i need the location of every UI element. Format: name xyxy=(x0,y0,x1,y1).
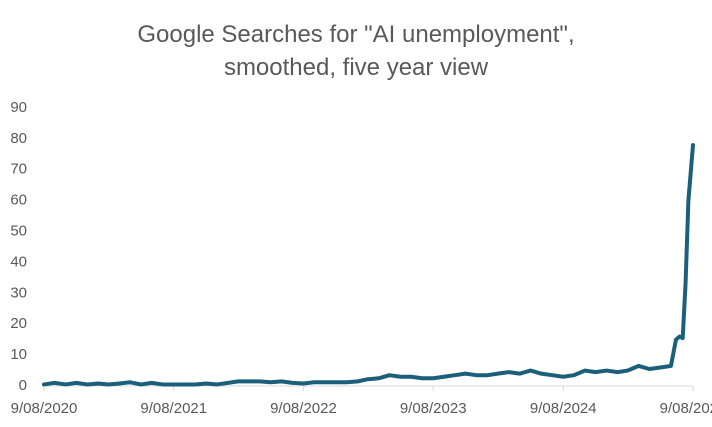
y-tick-label: 30 xyxy=(10,284,27,301)
y-tick-label: 60 xyxy=(10,192,27,209)
y-tick-label: 70 xyxy=(10,161,27,178)
y-tick-label: 80 xyxy=(10,130,27,147)
x-tick-label: 9/08/2023 xyxy=(400,400,467,417)
chart-title: Google Searches for "AI unemployment", s… xyxy=(137,21,575,81)
y-tick-label: 50 xyxy=(10,223,27,240)
x-tick-label: 9/08/2021 xyxy=(140,400,207,417)
y-tick-label: 10 xyxy=(10,346,27,363)
data-line xyxy=(42,143,695,387)
y-tick-label: 0 xyxy=(19,377,27,394)
x-tick-label: 9/08/2024 xyxy=(530,400,597,417)
y-tick-label: 20 xyxy=(10,315,27,332)
y-tick-label: 90 xyxy=(10,99,27,116)
x-tick-label: 9/08/2020 xyxy=(11,400,78,417)
y-tick-label: 40 xyxy=(10,253,27,270)
x-tick-label: 9/08/2025 xyxy=(660,400,712,417)
x-tick-label: 9/08/2022 xyxy=(270,400,337,417)
